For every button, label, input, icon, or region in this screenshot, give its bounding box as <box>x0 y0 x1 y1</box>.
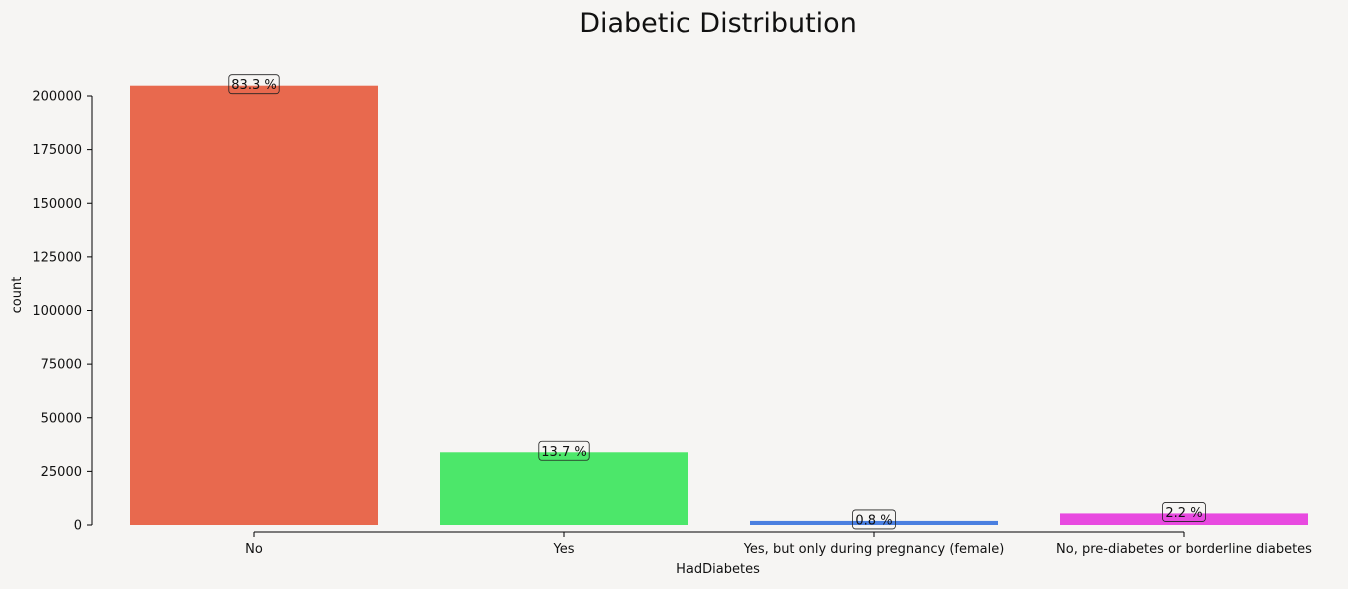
data-label: 0.8 % <box>855 513 892 528</box>
x-tick-label: Yes, but only during pregnancy (female) <box>743 542 1005 557</box>
bars-group <box>130 85 1308 525</box>
data-label: 13.7 % <box>541 445 586 460</box>
data-label: 2.2 % <box>1165 506 1202 521</box>
y-tick-label: 200000 <box>32 90 82 105</box>
x-tick-label: No <box>245 542 263 557</box>
chart-title: Diabetic Distribution <box>579 8 857 39</box>
y-axis-label: count <box>10 277 25 314</box>
data-label: 83.3 % <box>231 78 276 93</box>
y-tick-label: 0 <box>74 519 82 534</box>
bar <box>750 520 998 525</box>
y-tick-label: 150000 <box>32 197 82 212</box>
bar <box>440 452 688 525</box>
x-tick-label: No, pre-diabetes or borderline diabetes <box>1056 542 1312 557</box>
y-axis: 0 25000 50000 75000 100000 125000 150000 175000… <box>32 90 93 534</box>
bar-labels-group: 83.3 % 13.7 % 0.8 % 2.2 % <box>228 74 1206 530</box>
y-tick-label: 125000 <box>32 250 82 265</box>
y-tick-label: 100000 <box>32 304 82 319</box>
bar <box>130 85 378 525</box>
y-tick-label: 25000 <box>41 465 82 480</box>
data-label-box <box>538 440 590 461</box>
data-label-box <box>852 509 896 530</box>
y-tick-label: 75000 <box>41 358 82 373</box>
data-label-box <box>1162 502 1206 522</box>
bar <box>1060 513 1308 525</box>
x-axis-label: HadDiabetes <box>676 562 760 577</box>
y-tick-label: 175000 <box>32 143 82 158</box>
data-label-box <box>228 74 280 95</box>
x-tick-label: Yes <box>553 542 575 557</box>
x-axis: No Yes Yes, but only during pregnancy (fem… <box>245 531 1312 557</box>
y-tick-label: 50000 <box>41 411 82 426</box>
